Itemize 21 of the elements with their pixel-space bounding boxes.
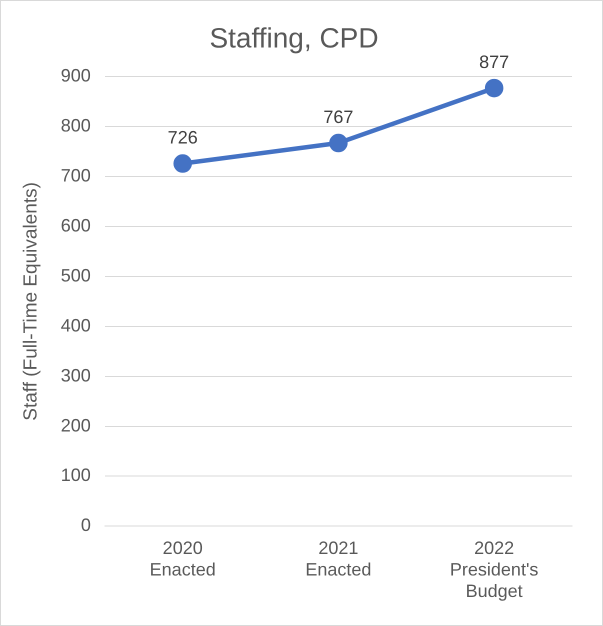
y-tick-label: 900 — [60, 66, 91, 86]
data-label: 767 — [323, 107, 354, 128]
y-tick-label: 800 — [60, 116, 91, 136]
y-axis-title: Staff (Full-Time Equivalents) — [20, 182, 42, 421]
y-tick-label: 400 — [60, 315, 91, 336]
data-label: 726 — [168, 127, 198, 148]
y-tick-label: 600 — [60, 215, 91, 236]
x-tick-label: 2022 President's Budget — [450, 538, 538, 602]
chart-title: Staffing, CPD — [209, 22, 379, 54]
y-tick-label: 200 — [60, 415, 91, 436]
point — [484, 78, 504, 98]
x-tick-label: 2020 Enacted — [150, 538, 216, 580]
point — [173, 154, 192, 173]
y-tick-label: 500 — [60, 265, 91, 286]
y-tick-label: 700 — [60, 165, 91, 186]
y-tick-label: 300 — [60, 365, 91, 386]
data-label: 877 — [479, 52, 510, 72]
point — [329, 134, 348, 152]
x-tick-label: 2021 Enacted — [305, 538, 372, 580]
y-tick-label: 0 — [80, 515, 91, 536]
y-tick-label: 100 — [60, 465, 91, 486]
